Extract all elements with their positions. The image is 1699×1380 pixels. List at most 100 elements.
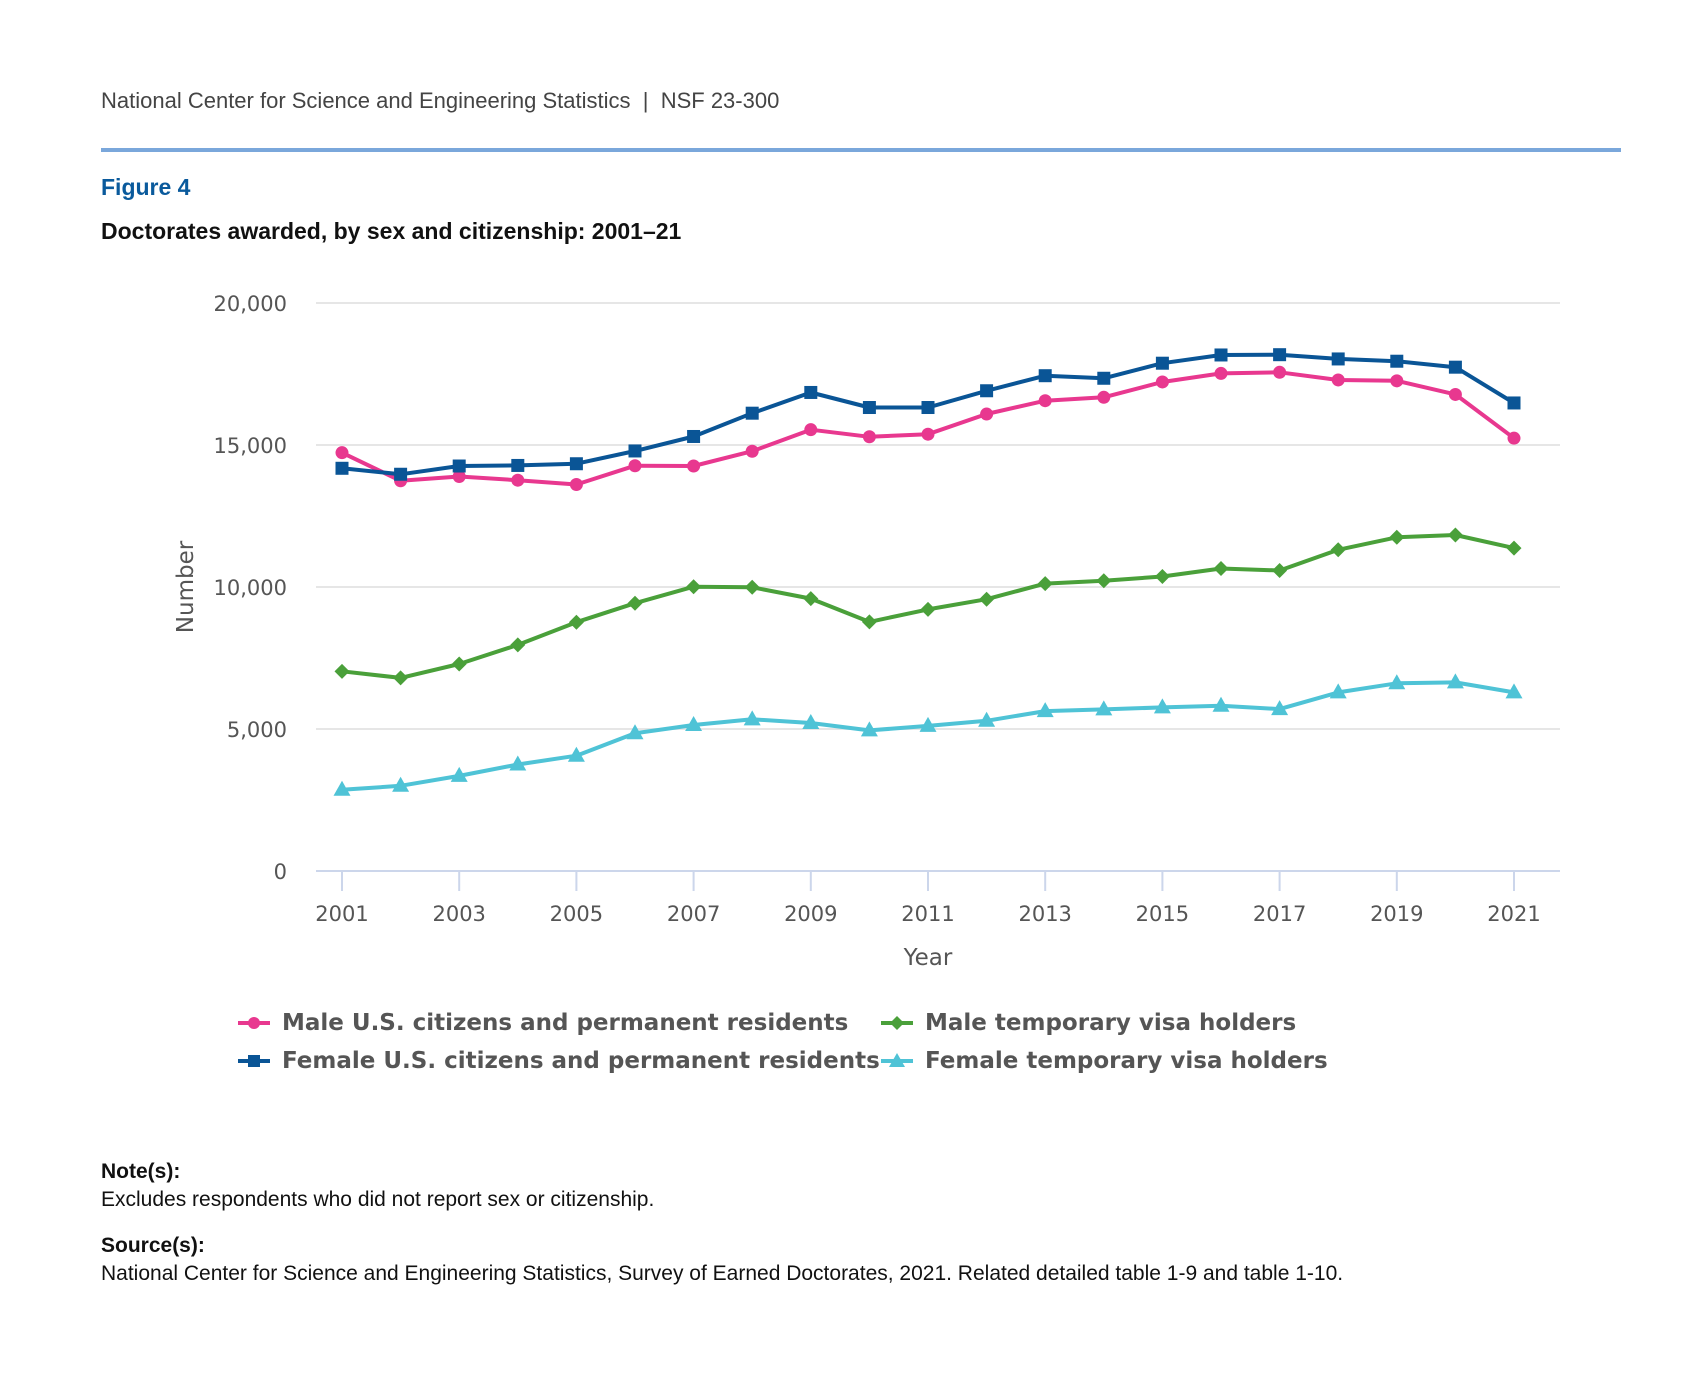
report-header: National Center for Science and Engineer… — [101, 88, 779, 114]
data-point — [451, 656, 467, 672]
data-point — [1448, 360, 1462, 374]
data-point — [860, 721, 878, 737]
x-tick-label: 2019 — [1370, 902, 1423, 926]
data-point — [1155, 375, 1169, 389]
source-heading: Source(s): — [101, 1234, 205, 1257]
data-point — [627, 595, 643, 611]
data-point — [1390, 374, 1404, 388]
data-point — [861, 614, 877, 630]
figure-title: Doctorates awarded, by sex and citizensh… — [101, 218, 682, 244]
data-point — [628, 444, 642, 458]
data-point — [862, 430, 876, 444]
y-tick-label: 20,000 — [214, 292, 287, 316]
data-point — [980, 384, 994, 398]
series-group — [333, 348, 1523, 796]
data-point — [1507, 431, 1521, 445]
data-point — [1273, 348, 1287, 362]
data-point — [1214, 348, 1228, 362]
figure-label: Figure 4 — [101, 174, 191, 200]
data-point — [1273, 365, 1287, 379]
data-point — [1390, 354, 1404, 368]
data-point — [1095, 700, 1113, 716]
data-point — [628, 459, 642, 473]
series-2 — [335, 348, 1521, 481]
data-point — [1155, 356, 1169, 370]
data-point — [392, 776, 410, 792]
data-point — [1153, 698, 1171, 714]
data-point — [334, 663, 350, 679]
y-axis-title: Number — [173, 540, 199, 633]
x-axis-ticks: 2001 2003 2005 2007 2009 2011 2013 2015 2017 2019… — [315, 871, 1541, 926]
data-point — [333, 780, 351, 796]
data-point — [745, 406, 759, 420]
data-point — [919, 716, 937, 732]
data-point — [511, 473, 525, 487]
y-tick-label: 0 — [274, 860, 287, 884]
data-point — [450, 766, 468, 782]
data-point — [626, 724, 644, 740]
data-point — [1097, 390, 1111, 404]
data-point — [1271, 700, 1289, 716]
legend-label: Female U.S. citizens and permanent resid… — [282, 1048, 880, 1074]
x-tick-label: 2015 — [1136, 902, 1189, 926]
data-point — [804, 423, 818, 437]
y-tick-label: 15,000 — [214, 434, 287, 458]
x-tick-label: 2017 — [1253, 902, 1306, 926]
legend-item-female-us[interactable]: Female U.S. citizens and permanent resid… — [236, 1048, 880, 1074]
y-tick-label: 5,000 — [227, 718, 287, 742]
legend-marker-circle-icon — [238, 1017, 270, 1029]
data-point — [1331, 373, 1345, 387]
data-point — [1331, 352, 1345, 366]
data-point — [568, 614, 584, 630]
data-point — [1388, 674, 1406, 690]
data-point — [1037, 576, 1053, 592]
x-tick-label: 2021 — [1487, 902, 1540, 926]
data-point — [1447, 527, 1463, 543]
y-tick-label: 10,000 — [214, 576, 287, 600]
data-point — [393, 670, 409, 686]
series-3 — [334, 527, 1522, 686]
data-point — [978, 711, 996, 727]
header-divider — [101, 148, 1621, 152]
data-point — [921, 401, 935, 415]
data-point — [1213, 561, 1229, 577]
data-point — [1505, 683, 1523, 699]
data-point — [452, 470, 466, 484]
data-point — [1272, 563, 1288, 579]
org-name: National Center for Science and Engineer… — [101, 88, 631, 113]
data-point — [1096, 573, 1112, 589]
legend-label: Male U.S. citizens and permanent residen… — [282, 1010, 849, 1036]
legend-marker-square-icon — [238, 1055, 270, 1067]
x-tick-label: 2007 — [667, 902, 720, 926]
data-point — [1038, 394, 1052, 408]
data-point — [687, 459, 701, 473]
legend-label: Female temporary visa holders — [925, 1048, 1328, 1074]
data-point — [1448, 387, 1462, 401]
data-point — [1506, 540, 1522, 556]
x-tick-label: 2013 — [1018, 902, 1071, 926]
data-point — [744, 579, 760, 595]
data-point — [687, 429, 701, 443]
y-axis-ticks: 0 5,000 10,000 15,000 20,000 — [214, 292, 287, 884]
notes-text: Excludes respondents who did not report … — [101, 1188, 655, 1211]
data-point — [686, 579, 702, 595]
data-point — [511, 458, 525, 472]
x-tick-label: 2001 — [315, 902, 368, 926]
header-separator: | — [642, 88, 649, 113]
legend-item-female-visa[interactable]: Female temporary visa holders — [879, 1048, 1328, 1074]
data-point — [1330, 542, 1346, 558]
legend-item-male-us[interactable]: Male U.S. citizens and permanent residen… — [236, 1010, 848, 1036]
source-text: National Center for Science and Engineer… — [101, 1262, 1344, 1285]
series-line — [341, 680, 1515, 792]
data-point — [569, 457, 583, 471]
x-tick-label: 2009 — [784, 902, 837, 926]
data-point — [1507, 396, 1521, 410]
data-point — [567, 746, 585, 762]
data-point — [745, 444, 759, 458]
data-point — [335, 446, 349, 460]
data-point — [394, 467, 408, 481]
report-number: NSF 23-300 — [660, 88, 780, 113]
data-point — [1446, 673, 1464, 689]
legend-item-male-visa[interactable]: Male temporary visa holders — [879, 1010, 1296, 1036]
data-point — [569, 477, 583, 491]
